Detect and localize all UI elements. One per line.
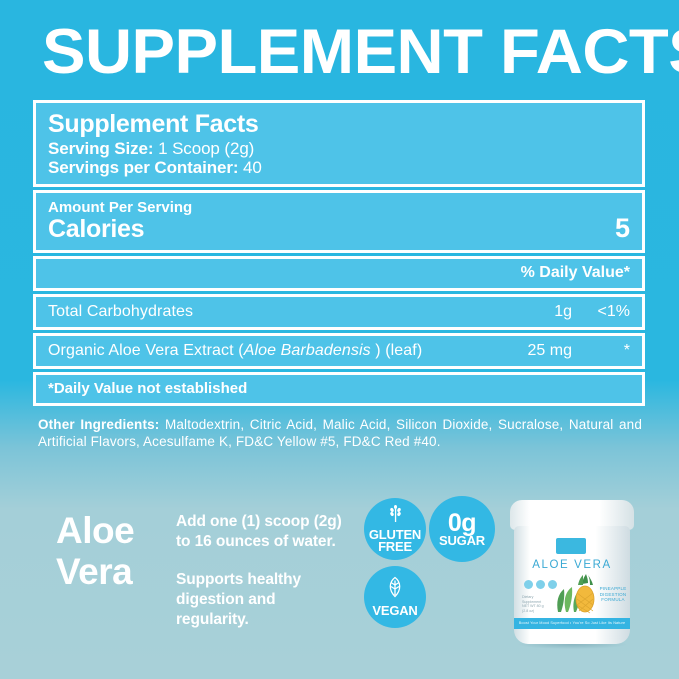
serving-size-line: Serving Size: 1 Scoop (2g) bbox=[48, 139, 630, 158]
tub-badge-dot bbox=[548, 580, 557, 589]
product-container-image: ALOE VERA PINEAPP bbox=[508, 500, 636, 649]
tub-badge-dot bbox=[536, 580, 545, 589]
leaf-icon bbox=[385, 576, 405, 603]
product-name-line-2: Vera bbox=[56, 551, 133, 592]
tub-flavor-text: PINEAPPLE DIGESTION FORMULA bbox=[598, 586, 628, 603]
daily-value-header: % Daily Value* bbox=[520, 264, 630, 281]
tub-fine-print: Dietary Supplement NET WT 80 g (2.8 oz) bbox=[522, 595, 544, 613]
footnote-block: *Daily Value not established bbox=[33, 372, 645, 406]
tub-flavor-sub: DIGESTION FORMULA bbox=[599, 591, 627, 603]
servings-per-container-line: Servings per Container: 40 bbox=[48, 158, 630, 177]
directions-text: Add one (1) scoop (2g) to 16 ounces of w… bbox=[176, 512, 361, 630]
directions-spacer bbox=[176, 552, 361, 570]
badge-vegan: VEGAN bbox=[364, 566, 426, 628]
amount-per-serving-label: Amount Per Serving bbox=[48, 199, 193, 216]
calories-value: 5 bbox=[614, 213, 630, 243]
servings-value: 40 bbox=[243, 158, 262, 177]
calories-block: Amount Per Serving Calories 5 bbox=[33, 190, 645, 253]
badge-sugar-amount: 0g bbox=[447, 508, 477, 537]
nutrient-daily-value: <1% bbox=[597, 303, 630, 320]
calories-label: Calories bbox=[48, 215, 145, 243]
facts-heading: Supplement Facts bbox=[48, 110, 259, 138]
nutrient-name: Total Carbohydrates bbox=[48, 303, 194, 320]
other-ingredients-label: Other Ingredients: bbox=[38, 417, 160, 432]
nutrient-amount: 1g bbox=[554, 303, 572, 320]
table-row-aloe-vera-extract: Organic Aloe Vera Extract (Aloe Barbaden… bbox=[33, 333, 645, 369]
nutrient-name: Organic Aloe Vera Extract (Aloe Barbaden… bbox=[48, 340, 498, 361]
servings-label: Servings per Container: bbox=[48, 158, 239, 177]
serving-info-block: Supplement Facts Serving Size: 1 Scoop (… bbox=[33, 100, 645, 187]
benefit-line-1: Supports healthy bbox=[176, 571, 301, 588]
page-title: SUPPLEMENT FACTS bbox=[42, 17, 679, 87]
product-name-line-1: Aloe bbox=[56, 510, 135, 551]
badge-zero-sugar: 0g SUGAR bbox=[429, 496, 495, 562]
daily-value-footnote: *Daily Value not established bbox=[48, 380, 248, 397]
other-ingredients: Other Ingredients: Maltodextrin, Citric … bbox=[38, 416, 642, 450]
benefit-line-3: regularity. bbox=[176, 611, 249, 628]
brand-logo bbox=[556, 538, 586, 554]
directions-line-2: to 16 ounces of water. bbox=[176, 533, 336, 550]
wheat-icon bbox=[388, 504, 403, 527]
nutrient-daily-value: * bbox=[623, 342, 630, 359]
serving-size-value: 1 Scoop (2g) bbox=[158, 139, 255, 158]
tub-bottom-band: Boost Your Mood Superfood • You're So Ju… bbox=[514, 618, 630, 629]
nutrient-name-botanical: Aloe Barbadensis bbox=[243, 342, 371, 359]
serving-size-label: Serving Size: bbox=[48, 139, 154, 158]
tub-badge-dot bbox=[524, 580, 533, 589]
tub-badge-dots bbox=[524, 580, 557, 589]
nutrient-amount: 25 mg bbox=[527, 342, 572, 359]
directions-line-1: Add one (1) scoop (2g) bbox=[176, 513, 342, 530]
tub-shadow bbox=[518, 640, 626, 649]
tub-lid bbox=[510, 500, 634, 530]
daily-value-header-block: % Daily Value* bbox=[33, 256, 645, 291]
badge-gluten-line-2: FREE bbox=[378, 539, 412, 554]
product-name: Aloe Vera bbox=[56, 510, 176, 592]
tub-flavor-name: PINEAPPLE bbox=[599, 586, 627, 591]
badge-gluten-free: GLUTEN FREE bbox=[364, 498, 426, 560]
other-ingredients-text: Maltodextrin, Citric Acid, Malic Acid, S… bbox=[38, 417, 642, 449]
table-row-carbohydrates: Total Carbohydrates 1g <1% bbox=[33, 294, 645, 330]
badge-sugar-label: SUGAR bbox=[439, 532, 485, 548]
pineapple-aloe-illustration bbox=[552, 574, 596, 614]
benefit-line-2: digestion and bbox=[176, 591, 276, 608]
supplement-facts-table: Supplement Facts Serving Size: 1 Scoop (… bbox=[33, 100, 645, 409]
nutrient-name-suffix: ) (leaf) bbox=[370, 342, 423, 359]
nutrient-name-prefix: Organic Aloe Vera Extract ( bbox=[48, 342, 244, 359]
badge-gluten-line-1: GLUTEN bbox=[368, 526, 422, 542]
tub-product-title: ALOE VERA bbox=[532, 559, 612, 571]
badge-vegan-label: VEGAN bbox=[372, 603, 418, 619]
